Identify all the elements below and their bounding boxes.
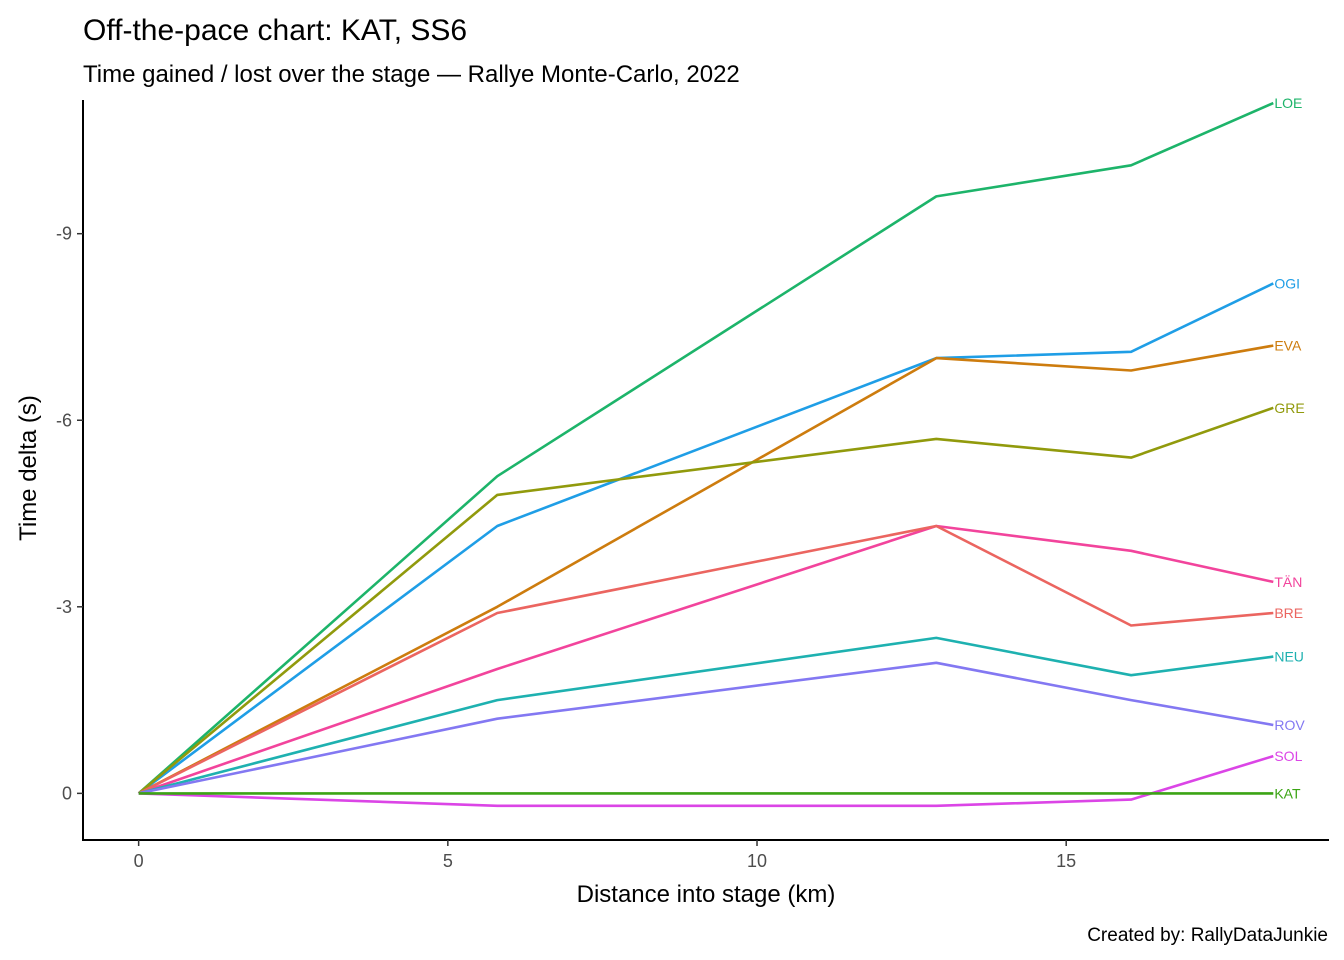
x-tick-label: 5 bbox=[443, 851, 453, 871]
axes: 0 5 10 15 0 -3 -6 -9 bbox=[56, 100, 1329, 871]
series-line-bre bbox=[138, 524, 1274, 795]
series-label-eva: EVA bbox=[1274, 338, 1302, 354]
series-line-eva bbox=[138, 344, 1274, 795]
series-line-sol bbox=[138, 754, 1274, 808]
series-label-tän: TÄN bbox=[1274, 574, 1302, 590]
y-tick-label: -9 bbox=[56, 224, 72, 244]
x-tick-label: 15 bbox=[1056, 851, 1076, 871]
chart-title: Off-the-pace chart: KAT, SS6 bbox=[83, 14, 467, 47]
chart-subtitle: Time gained / lost over the stage — Rall… bbox=[83, 61, 740, 88]
series-line-tän bbox=[138, 524, 1274, 795]
series-label-bre: BRE bbox=[1274, 605, 1303, 621]
x-axis-title: Distance into stage (km) bbox=[577, 881, 836, 908]
series-label-neu: NEU bbox=[1274, 649, 1304, 665]
series-line-neu bbox=[138, 636, 1274, 795]
series-line-gre bbox=[137, 406, 1274, 795]
series-line-rov bbox=[138, 661, 1274, 795]
y-tick-label: 0 bbox=[62, 783, 72, 803]
series-label-sol: SOL bbox=[1274, 748, 1302, 764]
series-label-loe: LOE bbox=[1274, 95, 1302, 111]
y-tick-label: -6 bbox=[56, 410, 72, 430]
series-label-rov: ROV bbox=[1274, 717, 1305, 733]
series-label-kat: KAT bbox=[1274, 785, 1301, 801]
x-tick-label: 10 bbox=[747, 851, 767, 871]
plot-area: LOE OGI EVA GRE TÄN BRE NEU ROV SOL KAT bbox=[137, 95, 1305, 808]
y-axis-title: Time delta (s) bbox=[15, 395, 42, 541]
series-line-ogi bbox=[137, 282, 1274, 795]
series-label-ogi: OGI bbox=[1274, 275, 1300, 291]
chart-caption: Created by: RallyDataJunkie bbox=[1087, 925, 1328, 946]
series-label-gre: GRE bbox=[1274, 400, 1304, 416]
series-line-loe bbox=[137, 101, 1274, 795]
x-tick-label: 0 bbox=[134, 851, 144, 871]
y-tick-label: -3 bbox=[56, 597, 72, 617]
